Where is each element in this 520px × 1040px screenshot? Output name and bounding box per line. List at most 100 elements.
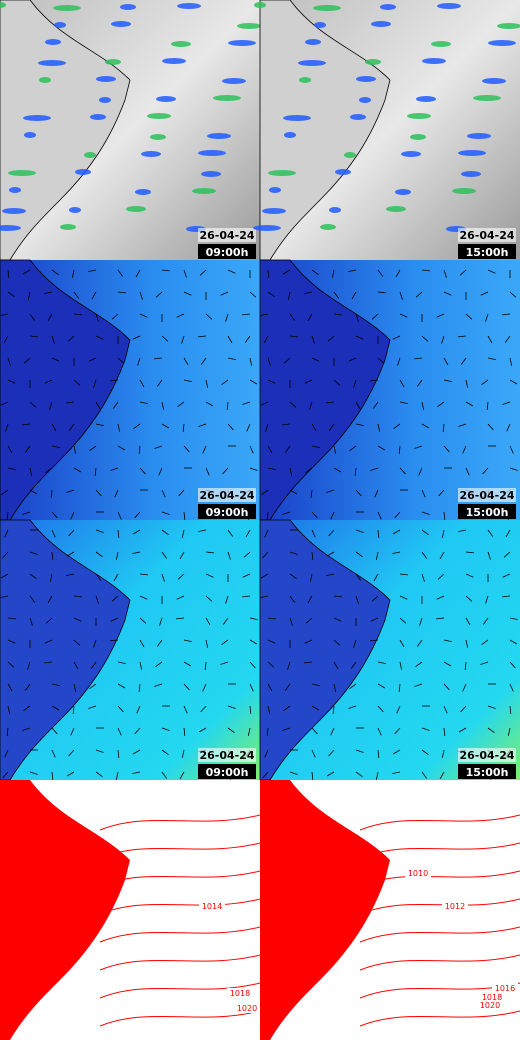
wind-arrow: [7, 661, 15, 668]
cloud-cell: [431, 41, 451, 47]
wind-arrow: [305, 617, 313, 624]
cloud-cell: [299, 77, 311, 83]
wind-arrow: [227, 705, 236, 709]
date-box: [458, 228, 516, 242]
wind-arrow: [73, 639, 81, 646]
wind-arrow: [265, 423, 269, 432]
date-label: 26-04-24: [459, 749, 514, 762]
cloud-cell: [305, 39, 321, 45]
isobar: [99, 926, 261, 943]
wind-arrow: [487, 335, 493, 344]
wind-arrow: [220, 661, 229, 665]
cloud-cell: [329, 207, 341, 213]
wind-arrow: [47, 595, 53, 604]
wind-arrow: [465, 617, 471, 626]
wind-arrow: [111, 313, 119, 320]
wind-arrow: [249, 617, 258, 621]
wind-arrow: [353, 639, 357, 648]
wind-arrow: [436, 617, 445, 620]
wind-arrow: [355, 749, 364, 753]
wind-arrow: [200, 357, 207, 365]
wind-arrow: [200, 705, 207, 713]
cloud-cell: [395, 189, 411, 195]
wind-arrow: [161, 573, 165, 582]
wind-arrow: [68, 423, 75, 431]
wind-arrow: [95, 313, 99, 322]
wind-arrow: [73, 595, 82, 598]
wind-arrow: [205, 379, 209, 388]
cloud-cell: [283, 115, 311, 121]
wind-arrow: [117, 511, 122, 520]
wind-arrow: [487, 529, 494, 537]
isobar: [99, 1010, 261, 1027]
wind-arrow: [354, 467, 357, 476]
cloud-cell: [298, 60, 326, 66]
wind-arrow: [441, 335, 445, 344]
wind-arrow: [289, 467, 293, 476]
wind-arrow: [0, 313, 9, 317]
wind-arrow: [139, 617, 147, 624]
wind-arrow: [421, 573, 425, 582]
date-box: [458, 748, 516, 762]
wind-arrow: [244, 335, 251, 343]
wind-arrow: [437, 401, 445, 408]
wind-arrow: [355, 401, 361, 410]
wind-arrow: [0, 595, 9, 599]
wind-arrow: [465, 379, 469, 388]
wind-arrow: [289, 617, 293, 626]
wind-arrow: [509, 661, 516, 669]
wind-arrow: [138, 445, 141, 454]
cloud-cell: [96, 76, 116, 82]
wind-arrow: [311, 551, 314, 560]
cloud-cell: [156, 96, 176, 102]
wind-arrow: [458, 727, 467, 733]
wind-arrow: [49, 401, 53, 410]
wind-arrow: [227, 357, 236, 361]
wind-arrow: [289, 335, 298, 338]
wind-arrow: [51, 445, 60, 449]
wind-arrow: [247, 727, 251, 736]
wind-arrow: [117, 291, 126, 294]
wind-arrow: [111, 595, 119, 602]
wind-arrow: [377, 749, 380, 758]
wind-arrow: [29, 771, 38, 775]
wind-arrow: [283, 357, 291, 364]
wind-arrow: [245, 529, 251, 538]
cloud-cell: [120, 4, 136, 10]
wind-arrow: [93, 639, 97, 648]
wind-arrow: [355, 529, 364, 533]
wind-arrow: [199, 269, 207, 276]
wind-arrow: [29, 313, 36, 321]
wind-arrow: [51, 357, 60, 362]
wind-arrow: [462, 445, 467, 454]
isobar: [359, 842, 520, 859]
cloud-cell: [371, 21, 391, 27]
wind-arrow: [264, 529, 269, 538]
wind-arrow: [227, 335, 233, 344]
wind-arrow: [7, 705, 11, 714]
wind-arrow: [439, 771, 445, 780]
wind-arrow: [351, 291, 357, 300]
isobar-label-bg: [234, 1003, 260, 1013]
wind-arrow: [421, 749, 429, 756]
wind-arrow: [23, 705, 31, 712]
wind-arrow: [509, 639, 518, 645]
cloud-cell: [198, 150, 226, 156]
wind-arrow: [95, 489, 102, 497]
wind-arrow: [377, 683, 386, 689]
wind-arrow: [7, 379, 16, 384]
land: [259, 259, 391, 521]
wind-arrow: [154, 357, 163, 360]
wind-arrow: [326, 573, 335, 577]
wind-arrow: [22, 727, 31, 731]
cloud-cell: [45, 39, 61, 45]
wind-arrow: [24, 445, 31, 453]
wind-arrow: [221, 379, 229, 386]
wind-arrow: [355, 489, 362, 497]
wind-arrow: [242, 573, 251, 578]
cloud-cell: [410, 134, 426, 140]
wind-arrow: [242, 595, 251, 598]
wind-arrow: [7, 269, 10, 278]
wind-arrow: [117, 423, 121, 432]
wind-arrow: [443, 511, 446, 520]
